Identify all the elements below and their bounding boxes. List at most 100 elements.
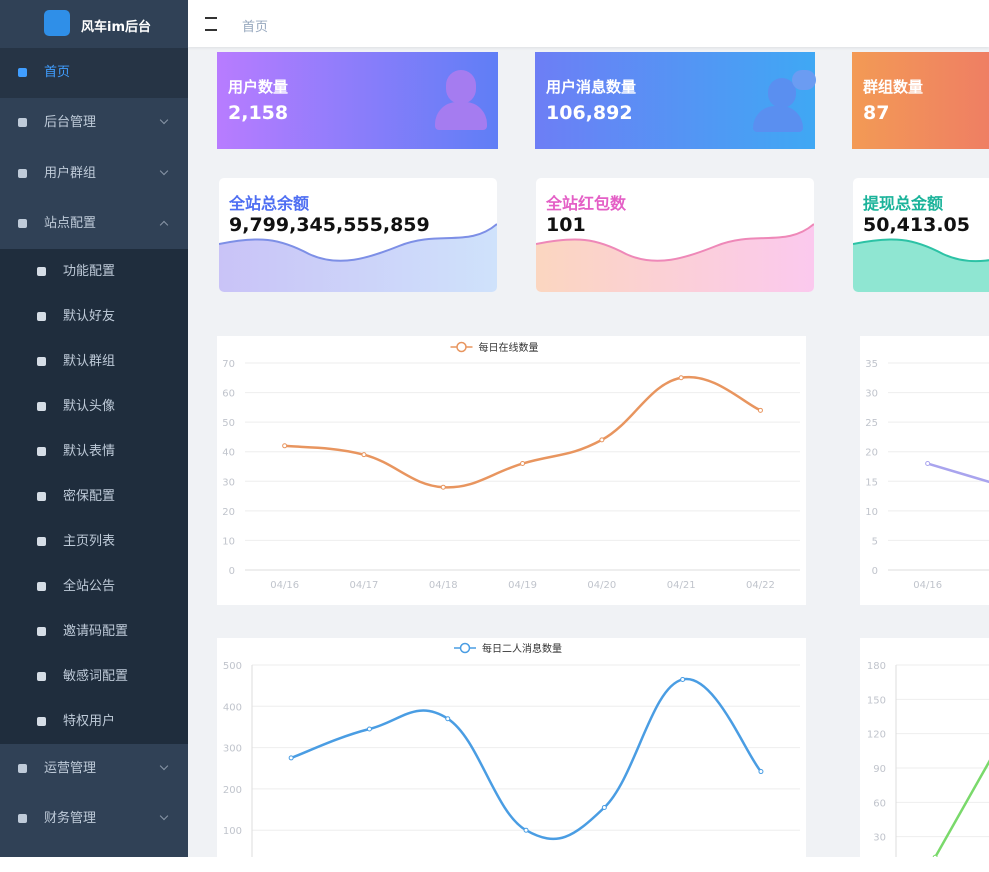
- x-tick-label: 04/16: [270, 580, 299, 591]
- icon: [792, 70, 816, 90]
- icon: [37, 402, 46, 411]
- data-point: [680, 676, 686, 682]
- stat-card: 用户数量 2,158: [217, 52, 498, 149]
- data-point: [288, 755, 294, 761]
- icon: [768, 78, 796, 108]
- wave-value: 101: [546, 214, 586, 236]
- menu-item[interactable]: 运营管理: [0, 744, 188, 794]
- stat-value: 87: [863, 102, 890, 124]
- submenu-item[interactable]: 功能配置: [0, 249, 188, 294]
- stat-label: 群组数量: [863, 78, 924, 96]
- submenu-label: 默认好友: [63, 309, 116, 324]
- submenu-label: 全站公告: [63, 579, 116, 594]
- submenu-label: 邀请码配置: [63, 624, 129, 639]
- y-tick-label: 300: [223, 744, 242, 755]
- submenu-item[interactable]: 默认头像: [0, 384, 188, 429]
- y-tick-label: 0: [872, 566, 878, 577]
- x-tick-label: 04/19: [508, 580, 537, 591]
- stat-card: 用户消息数量 106,892: [535, 52, 816, 149]
- x-tick-label: 04/21: [667, 580, 696, 591]
- sidebar: 风车im后台 首页 后台管理 用户群组 站点配置 功能配置 默认好友 默认群组 默认头…: [0, 0, 188, 857]
- y-tick-label: 20: [222, 507, 235, 518]
- data-point: [445, 716, 451, 722]
- icon: [37, 582, 46, 591]
- y-tick-label: 50: [222, 418, 235, 429]
- data-point: [757, 407, 763, 413]
- icon: [37, 672, 46, 681]
- header: 首页: [188, 0, 989, 47]
- series-line: [284, 375, 761, 489]
- logo: [44, 10, 70, 36]
- wave: [219, 223, 497, 292]
- legend-icon: [456, 341, 467, 353]
- y-tick-label: 30: [865, 389, 878, 400]
- submenu-label: 默认表情: [63, 444, 116, 459]
- x-tick-label: 04/16: [913, 580, 942, 591]
- submenu-item[interactable]: 敏感词配置: [0, 654, 188, 699]
- menu-item[interactable]: 站点配置: [0, 199, 188, 249]
- menu-item[interactable]: 后台管理: [0, 98, 188, 148]
- y-tick-label: 500: [223, 661, 242, 672]
- y-tick-label: 20: [865, 448, 878, 459]
- submenu-label: 功能配置: [63, 264, 116, 279]
- y-tick-label: 180: [867, 661, 886, 672]
- series-line: [934, 759, 989, 857]
- data-point: [758, 769, 764, 775]
- data-point: [599, 437, 605, 443]
- x-tick-label: 04/22: [746, 580, 775, 591]
- data-point: [366, 726, 372, 732]
- submenu-item[interactable]: 邀请码配置: [0, 609, 188, 654]
- submenu-item[interactable]: 密保配置: [0, 474, 188, 519]
- wave: [853, 238, 989, 292]
- y-tick-label: 25: [865, 418, 878, 429]
- icon: [446, 70, 476, 104]
- menu-item[interactable]: 首页: [0, 48, 188, 98]
- submenu-label: 敏感词配置: [63, 669, 129, 684]
- data-point: [925, 461, 931, 467]
- submenu-item[interactable]: 主页列表: [0, 519, 188, 564]
- wave-value: 50,413.05: [863, 214, 970, 236]
- menu-label: 财务管理: [44, 811, 97, 826]
- y-tick-label: 35: [865, 359, 878, 370]
- menu-label: 后台管理: [44, 115, 97, 130]
- y-tick-label: 30: [873, 833, 886, 844]
- y-tick-label: 15: [865, 477, 878, 488]
- data-point: [520, 461, 526, 467]
- icon: [37, 537, 46, 546]
- stat-value: 106,892: [546, 102, 633, 124]
- menu-label: 用户群组: [44, 166, 97, 181]
- menu-label: 站点配置: [44, 216, 97, 231]
- wave-card: 全站红包数 101: [536, 178, 814, 292]
- chart-panel: [860, 638, 989, 857]
- y-tick-label: 40: [222, 448, 235, 459]
- legend-label: 每日在线数量: [479, 341, 539, 354]
- y-tick-label: 60: [873, 798, 886, 809]
- menu-item[interactable]: 财务管理: [0, 794, 188, 844]
- wave-label: 提现总金额: [863, 194, 944, 213]
- series-line: [927, 462, 989, 484]
- x-tick-label: 04/18: [429, 580, 458, 591]
- data-point: [361, 452, 367, 458]
- y-tick-label: 200: [223, 785, 242, 796]
- menu-item[interactable]: 用户群组: [0, 149, 188, 199]
- stat-label: 用户消息数量: [546, 78, 637, 96]
- submenu-item[interactable]: 默认好友: [0, 294, 188, 339]
- icon: [37, 627, 46, 636]
- submenu-item[interactable]: 全站公告: [0, 564, 188, 609]
- submenu-label: 主页列表: [63, 534, 116, 549]
- hamburger[interactable]: [205, 17, 217, 31]
- wave-card: 提现总金额 50,413.05: [853, 178, 989, 292]
- submenu-item[interactable]: 特权用户: [0, 699, 188, 744]
- stat-card: 群组数量 87: [852, 52, 989, 149]
- x-tick-label: 04/17: [350, 580, 379, 591]
- data-point: [282, 443, 288, 449]
- icon: [37, 717, 46, 726]
- wave-card: 全站总余额 9,799,345,555,859: [219, 178, 497, 292]
- data-point: [678, 375, 684, 381]
- menu-label: 首页: [44, 65, 71, 80]
- icon: [37, 357, 46, 366]
- submenu-item[interactable]: 默认表情: [0, 429, 188, 474]
- menu-label: 运营管理: [44, 761, 97, 776]
- submenu-label: 默认群组: [63, 354, 116, 369]
- submenu-item[interactable]: 默认群组: [0, 339, 188, 384]
